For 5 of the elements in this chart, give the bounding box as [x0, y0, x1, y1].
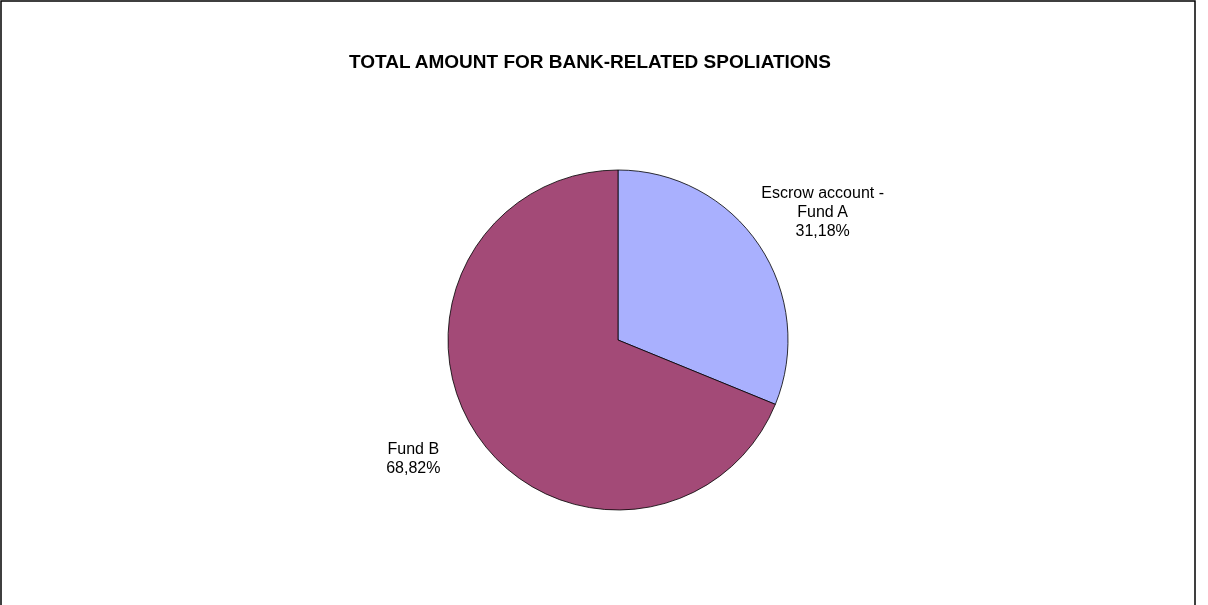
- slice-label: Fund B: [387, 439, 440, 457]
- slice-label: Escrow account - Fund A: [761, 183, 885, 220]
- chart-title: TOTAL AMOUNT FOR BANK-RELATED SPOLIATIONS: [348, 51, 832, 72]
- data-label: 31,18%: [795, 221, 850, 239]
- data-label: 68,82%: [386, 458, 441, 476]
